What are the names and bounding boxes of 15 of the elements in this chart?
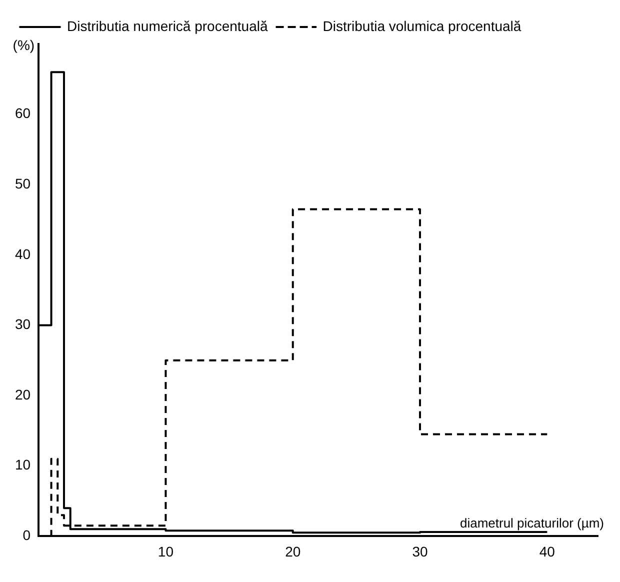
y-tick-label: 30: [14, 316, 31, 332]
y-tick-label: 60: [14, 105, 31, 122]
x-tick-label: 30: [412, 543, 428, 560]
x-tick-label: 20: [285, 543, 301, 560]
y-tick-label: 40: [14, 246, 31, 262]
y-tick-label: 20: [14, 386, 31, 402]
legend-label: Distributia numerică procentuală: [67, 18, 268, 34]
x-tick-label: 10: [158, 543, 174, 560]
y-tick-label: 50: [14, 175, 31, 192]
x-axis-title: diametrul picaturilor (µm): [460, 515, 604, 530]
legend-label: Distributia volumica procentuală: [322, 18, 522, 34]
y-tick-label: 0: [22, 527, 31, 544]
x-tick-label: 40: [539, 543, 556, 560]
y-axis-title: (%): [12, 36, 35, 53]
y-tick-label: 10: [14, 456, 31, 473]
